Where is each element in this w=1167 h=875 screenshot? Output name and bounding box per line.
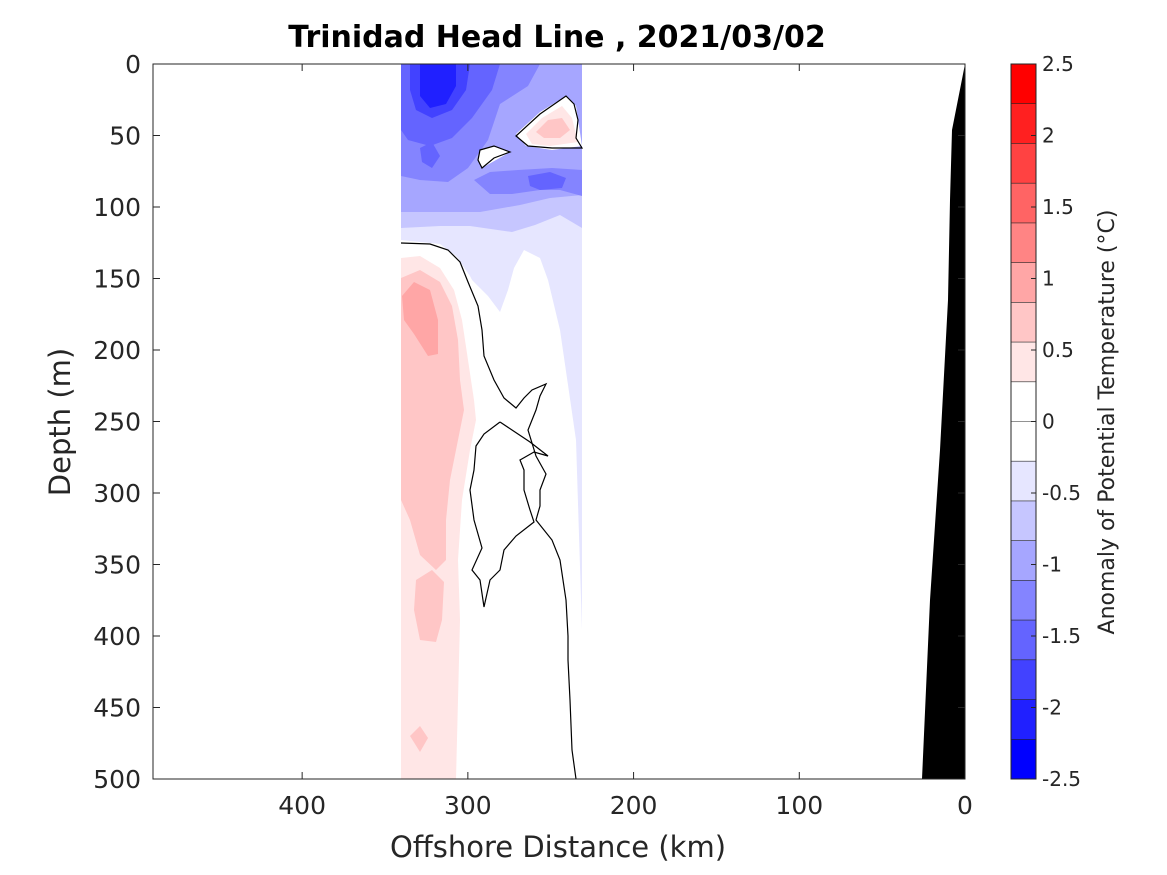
colorbar-tick-label: 1.5	[1042, 195, 1074, 219]
x-tick-label: 200	[610, 791, 658, 820]
colorbar-tick-label: 2	[1042, 124, 1055, 148]
colorbar-title: Anomaly of Potential Temperature (°C)	[1095, 210, 1120, 635]
colorbar-tick-label: -1.5	[1042, 624, 1081, 648]
colorbar-tick-label: 0.5	[1042, 338, 1074, 362]
y-tick-label: 200	[93, 336, 141, 365]
colorbar-segment	[1011, 540, 1036, 581]
chart-title: Trinidad Head Line , 2021/03/02	[288, 20, 825, 55]
colorbar-tick-label: 2.5	[1042, 52, 1074, 76]
colorbar-tick-label: -2.5	[1042, 767, 1081, 791]
colorbar-tick-label: -2	[1042, 696, 1062, 720]
colorbar-segment	[1011, 342, 1036, 383]
y-tick-label: 500	[93, 765, 141, 794]
y-tick-label: 250	[93, 408, 141, 437]
colorbar-segment	[1011, 381, 1036, 422]
colorbar-segment	[1011, 183, 1036, 224]
contour-line	[469, 421, 549, 608]
contour-fill-band	[420, 142, 440, 168]
contour-fill-band	[478, 146, 510, 168]
contour-fill-band	[414, 570, 444, 642]
contour-field	[400, 64, 965, 779]
y-tick-label: 150	[93, 265, 141, 294]
colorbar: 2.5 2 1.5 1 0.5 0 -0.5 -1 -1.5 -2 -2.5	[1010, 52, 1081, 791]
x-tick-label: 300	[444, 791, 492, 820]
colorbar-segment	[1011, 103, 1036, 144]
y-axis: 0 50 100 150 200 250 300 350 400 450 500	[93, 50, 965, 794]
colorbar-segment	[1011, 580, 1036, 621]
y-tick-label: 400	[93, 622, 141, 651]
colorbar-segment	[1011, 461, 1036, 502]
zero-contours	[400, 95, 584, 779]
y-tick-label: 450	[93, 694, 141, 723]
x-axis-title: Offshore Distance (km)	[390, 830, 726, 864]
x-axis: 400 300 200 100 0	[278, 64, 973, 820]
contour-fill-band	[410, 726, 428, 752]
colorbar-segment	[1011, 421, 1036, 462]
colorbar-tick-label: 1	[1042, 267, 1055, 291]
contour-fill-band	[536, 118, 570, 138]
colorbar-segment	[1011, 739, 1036, 780]
y-axis-title: Depth (m)	[43, 348, 77, 496]
y-tick-label: 300	[93, 479, 141, 508]
x-tick-label: 400	[278, 791, 326, 820]
contour-fill-band	[402, 282, 438, 356]
contour-fill-band	[401, 270, 464, 570]
colorbar-tick-label: -1	[1042, 553, 1062, 577]
contour-line	[400, 242, 577, 779]
contour-line	[515, 95, 584, 149]
colorbar-segment	[1011, 64, 1036, 105]
colorbar-segment	[1011, 222, 1036, 264]
colorbar-segment	[1011, 500, 1036, 542]
y-tick-label: 50	[109, 122, 141, 151]
contour-fill-band	[528, 172, 566, 190]
colorbar-segment	[1011, 262, 1036, 303]
contour-line	[477, 145, 512, 169]
x-tick-label: 0	[957, 791, 973, 820]
colorbar-segment	[1011, 620, 1036, 661]
colorbar-segment	[1011, 302, 1036, 343]
x-tick-label: 100	[775, 791, 823, 820]
colorbar-segment	[1011, 143, 1036, 184]
colorbar-tick-label: 0	[1042, 410, 1055, 434]
colorbar-segment	[1011, 699, 1036, 740]
colorbar-tick-label: -0.5	[1042, 481, 1081, 505]
contour-fills	[401, 64, 582, 779]
contour-fill-band	[420, 64, 456, 108]
bathymetry	[922, 64, 965, 779]
colorbar-segment	[1011, 659, 1036, 701]
y-tick-label: 350	[93, 551, 141, 580]
y-tick-label: 0	[125, 50, 141, 79]
y-tick-label: 100	[93, 193, 141, 222]
